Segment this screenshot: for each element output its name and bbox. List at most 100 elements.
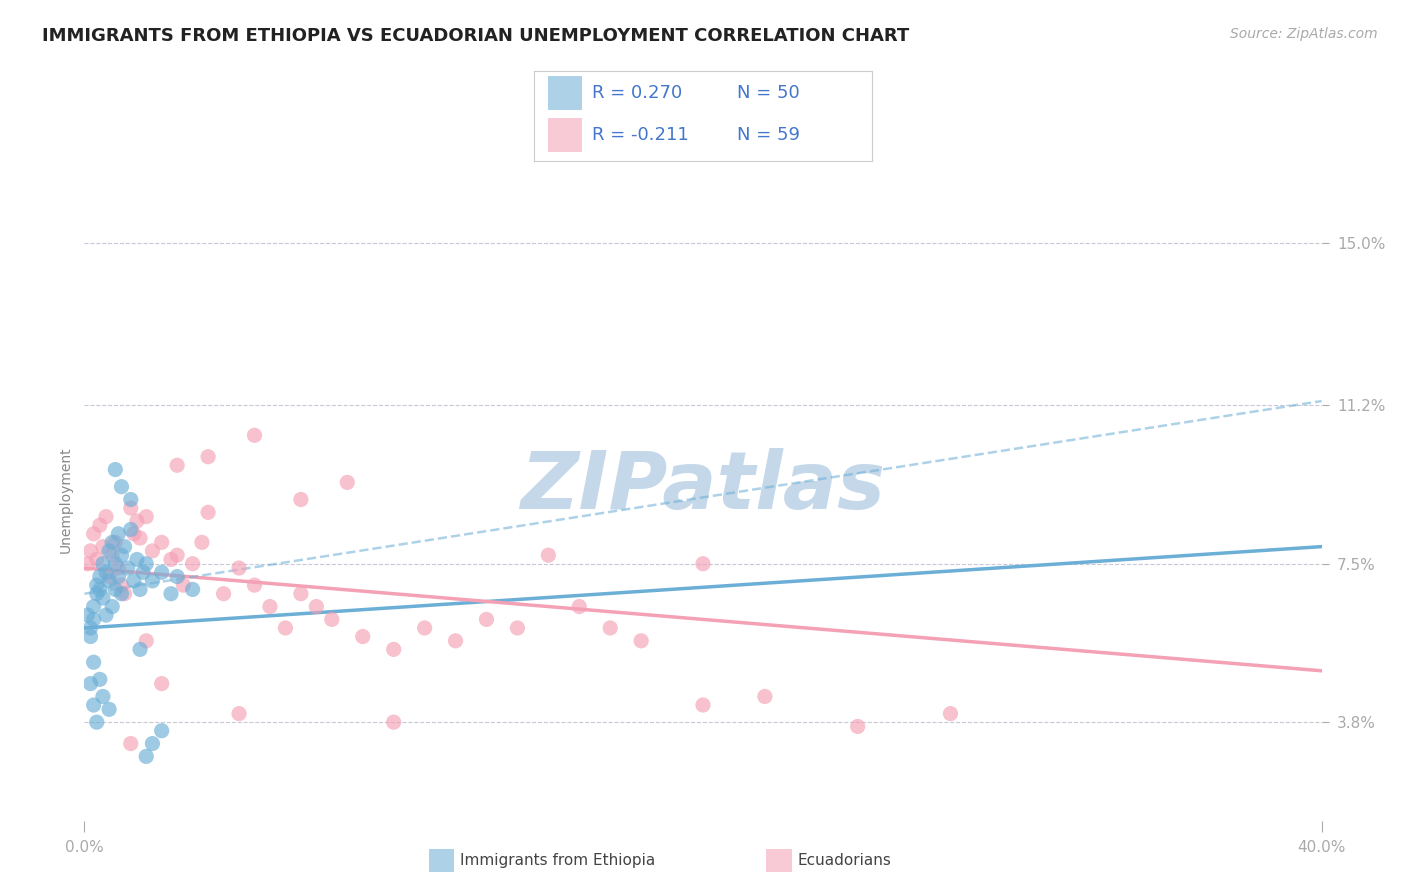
Text: N = 50: N = 50 [737,84,800,102]
Point [305,599,328,614]
Point [336,475,359,490]
Point [166,548,188,562]
Point [104,557,127,571]
Point [120,492,142,507]
Point [83,612,105,626]
Point [83,655,105,669]
Point [122,574,145,588]
Point [141,574,163,588]
Point [94,566,117,580]
Text: Source: ZipAtlas.com: Source: ZipAtlas.com [1230,27,1378,41]
Point [181,557,204,571]
Point [129,582,152,597]
Point [150,566,173,580]
Text: R = -0.211: R = -0.211 [592,126,689,144]
Point [122,526,145,541]
Point [104,535,127,549]
Point [141,544,163,558]
Point [83,698,105,712]
Point [321,612,343,626]
Point [197,450,219,464]
Point [129,531,152,545]
Y-axis label: Unemployment: Unemployment [59,446,73,553]
Point [191,535,214,549]
Point [444,633,467,648]
Point [537,548,560,562]
Point [76,608,98,623]
Point [150,676,173,690]
Text: Ecuadorians: Ecuadorians [797,854,891,868]
Point [568,599,591,614]
Point [107,526,129,541]
Point [197,505,219,519]
Point [104,462,127,476]
Point [98,569,121,583]
Point [79,676,101,690]
Point [692,698,714,712]
Point [212,587,235,601]
Point [692,557,714,571]
Point [86,552,108,566]
Point [939,706,962,721]
Point [150,723,173,738]
Point [94,509,117,524]
Point [98,702,121,716]
Point [114,540,136,554]
Point [413,621,436,635]
Point [382,642,405,657]
Bar [548,118,582,152]
Point [181,582,204,597]
Point [630,633,652,648]
Point [599,621,621,635]
Point [352,630,374,644]
Point [120,737,142,751]
Point [89,582,111,597]
Point [86,715,108,730]
Point [89,673,111,687]
Text: R = 0.270: R = 0.270 [592,84,682,102]
Point [129,642,152,657]
Point [89,569,111,583]
Point [83,599,105,614]
Point [382,715,405,730]
Point [86,587,108,601]
Point [135,749,157,764]
Point [110,548,132,562]
Point [91,690,114,704]
Point [228,706,250,721]
Point [98,544,121,558]
Point [91,540,114,554]
Point [110,480,132,494]
Point [243,428,266,442]
Point [94,608,117,623]
Text: Immigrants from Ethiopia: Immigrants from Ethiopia [460,854,655,868]
Point [160,587,183,601]
Point [83,526,105,541]
Point [475,612,498,626]
Point [125,514,148,528]
Point [86,578,108,592]
Point [101,599,124,614]
Point [76,557,98,571]
Point [110,587,132,601]
Text: N = 59: N = 59 [737,126,800,144]
Point [98,574,121,588]
Point [79,621,101,635]
Point [172,578,194,592]
Point [135,557,157,571]
Point [135,633,157,648]
Point [506,621,529,635]
Point [107,561,129,575]
Point [166,569,188,583]
Point [117,561,139,575]
Point [120,523,142,537]
Bar [548,76,582,110]
Point [135,509,157,524]
Point [141,737,163,751]
Point [846,719,869,733]
Point [114,587,136,601]
Text: IMMIGRANTS FROM ETHIOPIA VS ECUADORIAN UNEMPLOYMENT CORRELATION CHART: IMMIGRANTS FROM ETHIOPIA VS ECUADORIAN U… [42,27,910,45]
Text: ZIPatlas: ZIPatlas [520,448,886,525]
Point [290,587,312,601]
Point [89,518,111,533]
